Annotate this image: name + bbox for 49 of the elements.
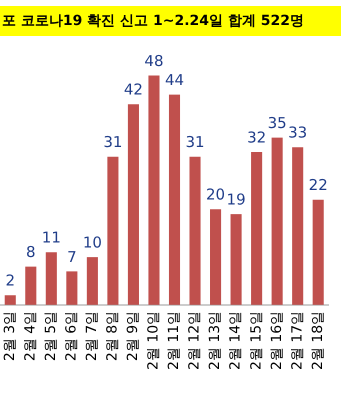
data-label: 31 bbox=[103, 133, 122, 152]
bar bbox=[189, 156, 201, 305]
data-label: 8 bbox=[26, 243, 36, 262]
bar bbox=[272, 138, 283, 305]
x-tick-label: 2월 9일 bbox=[125, 310, 142, 362]
data-label: 10 bbox=[82, 233, 102, 252]
x-tick-label: 2월 8일 bbox=[104, 310, 121, 362]
x-tick-label: 2월 3일 bbox=[2, 310, 18, 362]
data-label: 11 bbox=[42, 228, 61, 247]
x-tick-label: 2월 6일 bbox=[63, 310, 80, 362]
bar bbox=[168, 94, 180, 305]
bar bbox=[66, 271, 78, 305]
bar bbox=[128, 104, 139, 305]
bar bbox=[312, 200, 324, 305]
data-label: 32 bbox=[247, 128, 266, 146]
data-label: 20 bbox=[206, 186, 226, 204]
data-label: 19 bbox=[226, 190, 246, 208]
bar bbox=[25, 266, 36, 305]
data-label: 7 bbox=[67, 248, 77, 266]
chart-title: 포 코로나19 확진 신고 1~2.24일 합계 522명 bbox=[0, 6, 341, 36]
x-tick-label: 2월 15일 bbox=[248, 310, 264, 370]
bar bbox=[230, 214, 242, 305]
bar bbox=[210, 209, 222, 305]
x-tick-label: 2월 14일 bbox=[228, 310, 244, 370]
x-tick-label: 2월 5일 bbox=[42, 310, 59, 362]
bar bbox=[86, 257, 98, 305]
bar bbox=[4, 295, 16, 305]
data-label: 31 bbox=[185, 133, 205, 152]
bar bbox=[251, 152, 262, 305]
data-label: 48 bbox=[144, 52, 164, 70]
data-label: 22 bbox=[308, 176, 328, 194]
x-tick-label: 2월 10일 bbox=[146, 310, 162, 370]
data-label: 2 bbox=[5, 272, 16, 290]
x-tick-label: 2월 16일 bbox=[268, 310, 285, 370]
bar bbox=[292, 147, 304, 305]
data-label: 33 bbox=[288, 124, 308, 142]
x-tick-label: 2월 13일 bbox=[207, 310, 224, 370]
bar bbox=[148, 76, 160, 305]
x-tick-label: 2월 17일 bbox=[289, 310, 306, 370]
data-label: 44 bbox=[164, 71, 184, 90]
x-tick-label: 2월 4일 bbox=[22, 310, 38, 362]
x-tick-label: 2월 18일 bbox=[310, 310, 326, 370]
data-label: 35 bbox=[268, 114, 287, 132]
x-tick-label: 2월 12일 bbox=[186, 310, 203, 370]
bar bbox=[46, 252, 57, 305]
data-label: 42 bbox=[124, 80, 143, 99]
x-tick-label: 2월 7일 bbox=[84, 310, 100, 362]
bar bbox=[107, 156, 118, 305]
x-tick-label: 2월 11일 bbox=[166, 310, 182, 370]
